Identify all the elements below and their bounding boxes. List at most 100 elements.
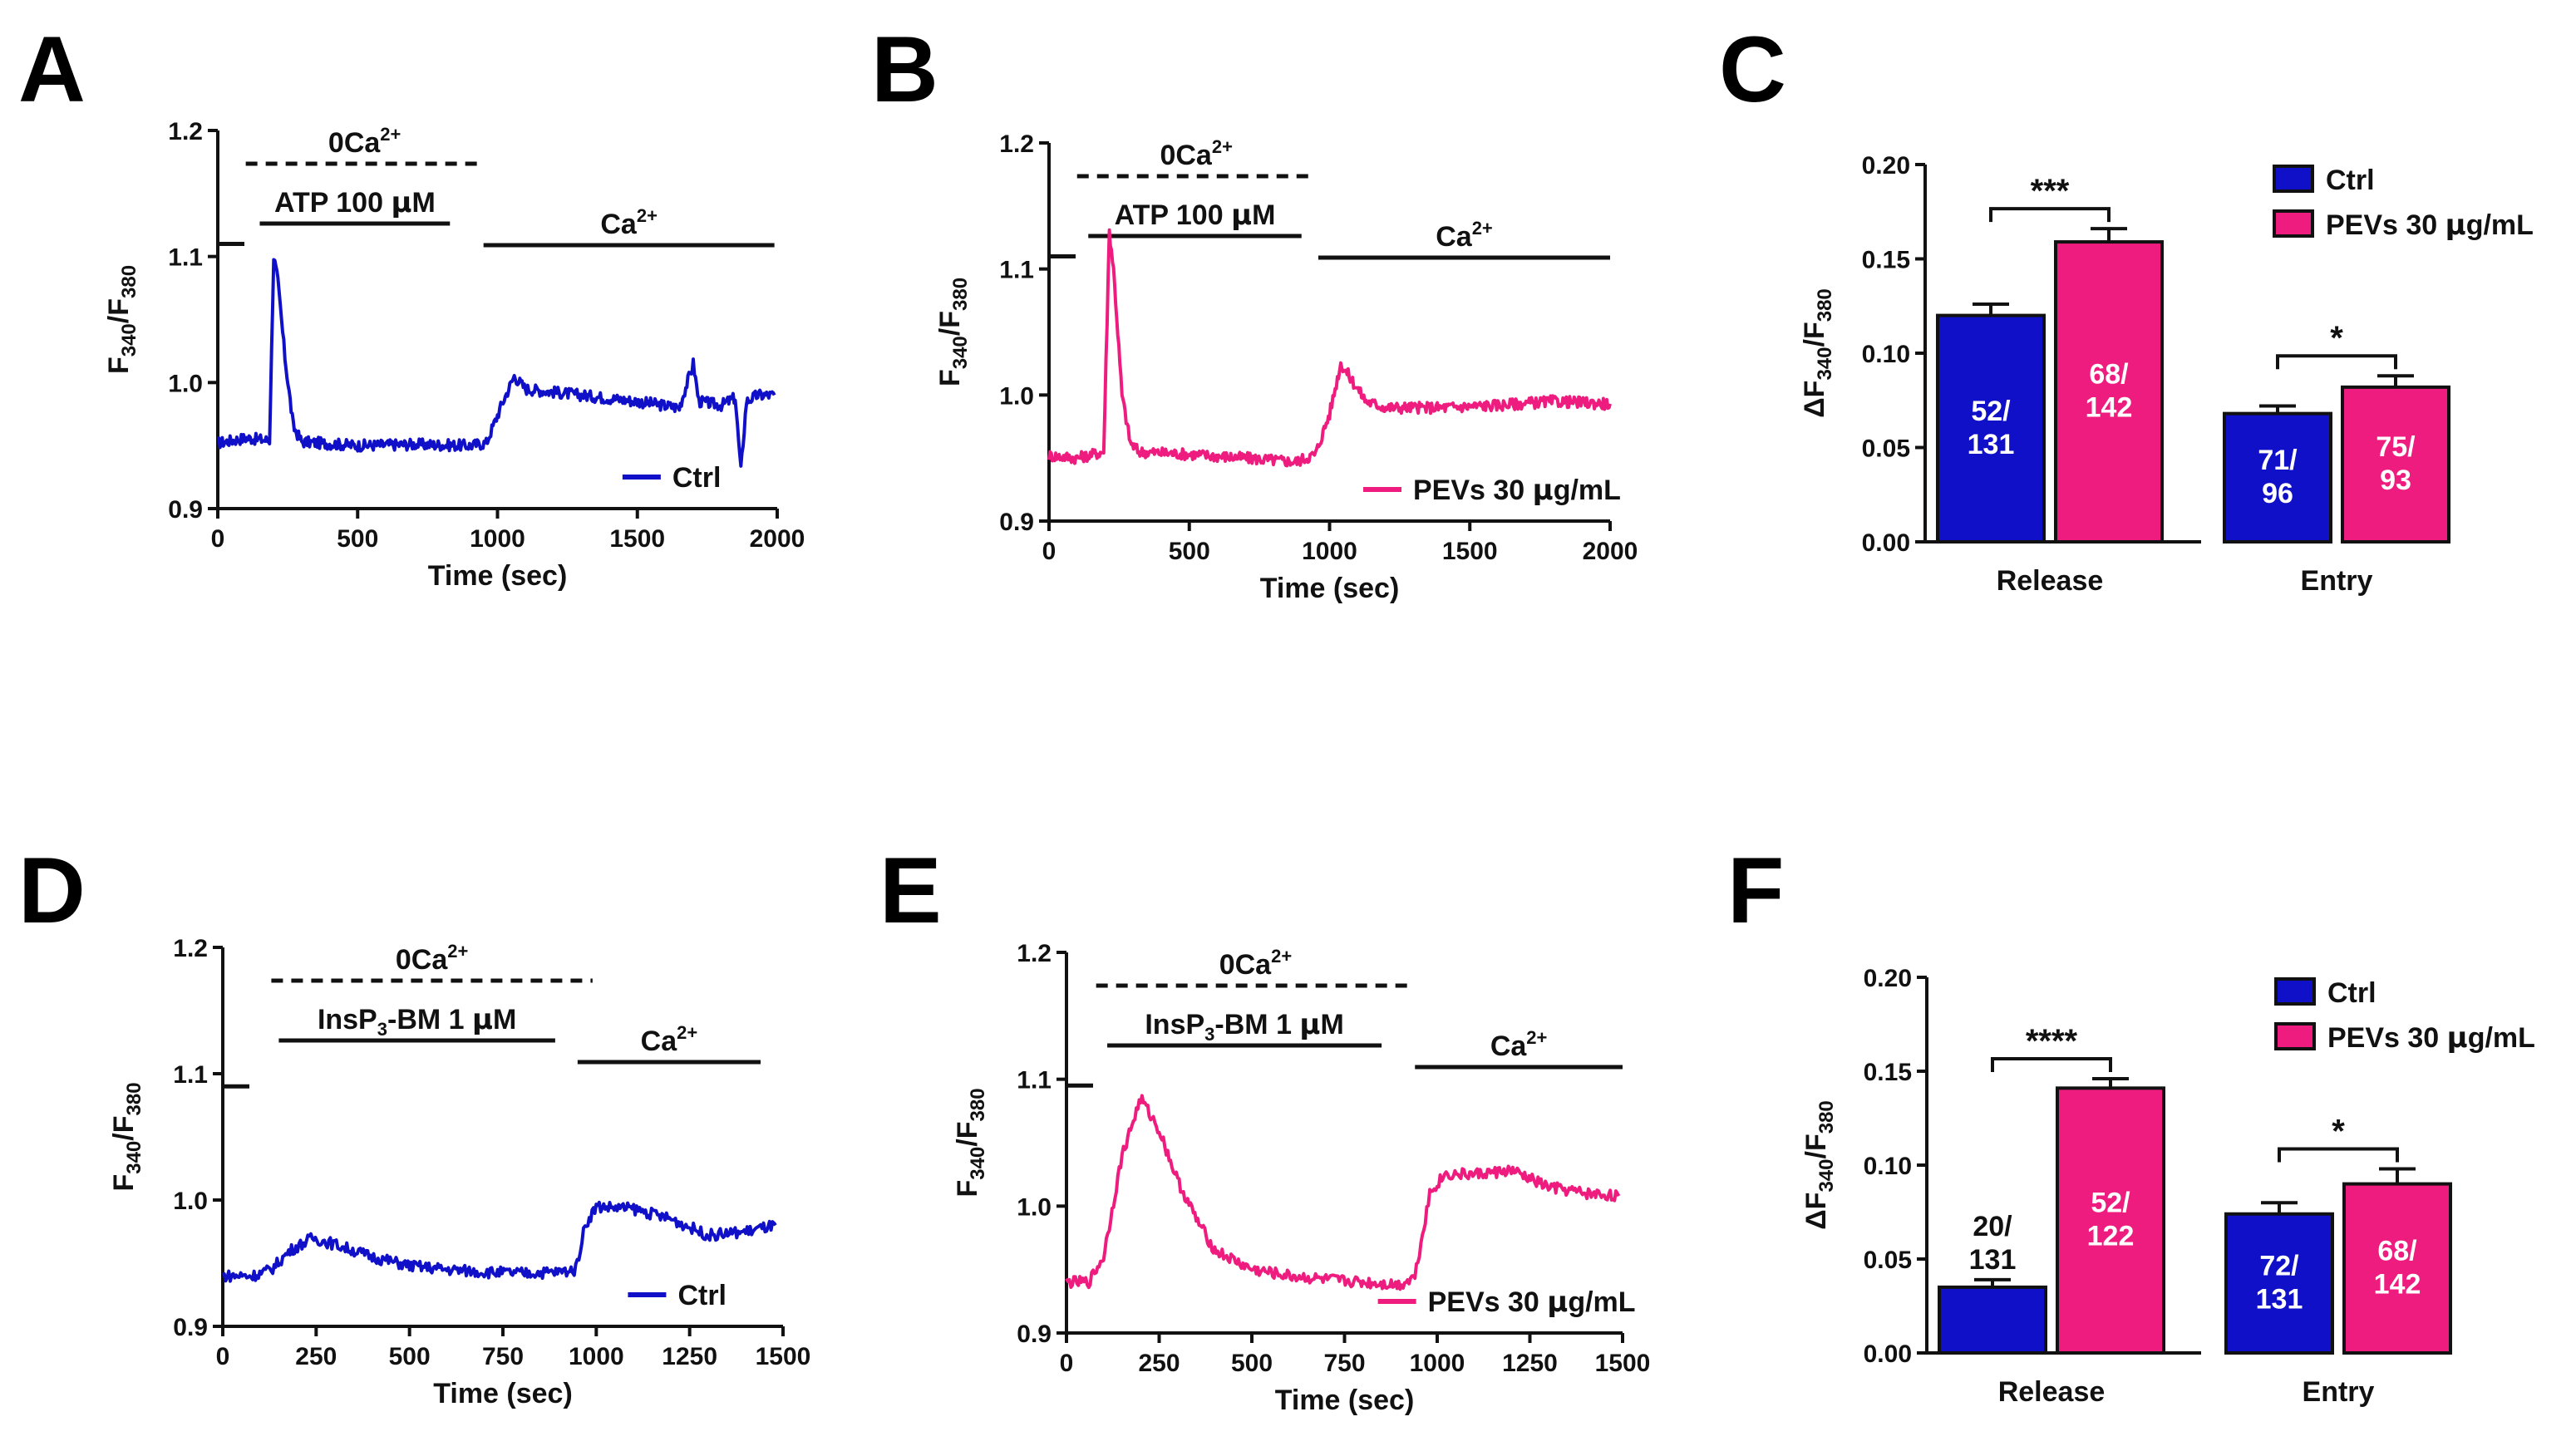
legend-main: Ctrl <box>672 462 722 494</box>
significance-label: * <box>2332 1114 2345 1150</box>
legend-main: PEVs 30 <box>1413 475 1533 506</box>
legend-main: Ctrl <box>677 1280 727 1311</box>
calcium-label: Ca2+ <box>1436 218 1493 253</box>
x-tick-label: 2000 <box>1583 538 1638 565</box>
n-label: 142 <box>2086 392 2133 424</box>
legend-tail: g/mL <box>2466 209 2534 241</box>
mu-symbol: μ <box>1547 1286 1568 1319</box>
significance-label: **** <box>2026 1023 2078 1060</box>
legend-label: PEVs 30 μg/mL <box>2326 209 2534 242</box>
y-label-slash: /F <box>108 1116 140 1141</box>
ann-main: 0Ca <box>1219 949 1272 981</box>
panel-c: C 0.00 0.05 0.10 0.15 0.20 ΔF340/F380 Release 52… <box>1719 17 2534 597</box>
mu-symbol: μ <box>2445 209 2466 242</box>
legend-label: Ctrl <box>677 1280 727 1311</box>
x-tick-label: 0 <box>216 1343 230 1370</box>
y-tick-label: 0.05 <box>1864 1247 1912 1274</box>
y-label-main: F <box>934 369 966 386</box>
panel-a: A 0.9 1.0 1.1 1.2 0 500 1000 1500 2000 Time (sec) F… <box>18 17 805 592</box>
x-tick-label: 2000 <box>750 525 805 553</box>
ann-sup: 2+ <box>677 1022 697 1043</box>
y-tick-label: 1.0 <box>173 1188 208 1215</box>
y-tick-label: 0.20 <box>1862 152 1910 180</box>
zero-calcium-label: 0Ca2+ <box>396 941 468 976</box>
legend-label: Ctrl <box>2326 165 2375 196</box>
ann-sup: 2+ <box>1271 946 1292 967</box>
ann-main: 0Ca <box>328 127 381 159</box>
ann-sup: 2+ <box>447 941 468 962</box>
stimulus-label: InsP3-BM 1 μM <box>318 1003 516 1040</box>
x-tick-label: 1000 <box>470 525 525 553</box>
y-label-sub: 380 <box>1814 288 1836 322</box>
category-label-entry: Entry <box>2303 1376 2375 1408</box>
y-label-sub: 340 <box>118 323 140 357</box>
y-axis-label: ΔF340/F380 <box>1799 288 1836 418</box>
legend-main: PEVs 30 <box>2327 1022 2447 1054</box>
x-tick-label: 500 <box>337 525 378 553</box>
bar-entry-pevs <box>2342 1182 2452 1355</box>
y-label-sub: 380 <box>1815 1100 1838 1134</box>
ann-unit: M <box>411 187 435 219</box>
trace-pevs <box>1065 1094 1621 1291</box>
significance-label: *** <box>2031 173 2070 209</box>
ann-tail: -BM 1 <box>1214 1009 1299 1040</box>
y-tick-label: 0.00 <box>1864 1340 1912 1368</box>
zero-calcium-label: 0Ca2+ <box>1219 946 1292 981</box>
stimulus-label: ATP 100 μM <box>1115 199 1276 232</box>
ann-main: ATP 100 <box>1115 199 1231 231</box>
y-label-sub: 340 <box>949 336 972 369</box>
y-label-slash: /F <box>934 311 966 336</box>
category-label-entry: Entry <box>2301 565 2373 597</box>
n-label: 131 <box>1968 429 2015 460</box>
zero-calcium-label: 0Ca2+ <box>328 124 401 159</box>
x-tick-label: 1500 <box>1442 538 1498 565</box>
panel-d: D 0.9 1.0 1.1 1.2 0 250 500 750 1000 1250 1500 Time … <box>18 839 810 1409</box>
ann-unit: M <box>1252 199 1275 231</box>
panel-e: E 0.9 1.0 1.1 1.2 0 250 500 750 1000 1250 1500 Time … <box>879 839 1650 1416</box>
y-tick-label: 0.10 <box>1864 1153 1912 1180</box>
n-label: 131 <box>1969 1244 2017 1276</box>
y-label-main: F <box>103 357 135 374</box>
y-label-main: ΔF <box>1800 1193 1832 1230</box>
y-axis-label: F340/F380 <box>108 1082 145 1191</box>
y-axis-label: F340/F380 <box>103 265 140 374</box>
y-tick-label: 1.2 <box>1017 940 1052 967</box>
y-label-sub: 380 <box>118 265 140 298</box>
x-tick-label: 250 <box>1138 1350 1180 1377</box>
legend-main: Ctrl <box>2326 165 2375 196</box>
x-tick-label: 750 <box>1323 1350 1365 1377</box>
n-label: 75/ <box>2376 431 2416 463</box>
y-tick-label: 1.0 <box>168 370 203 397</box>
y-tick-label: 1.1 <box>173 1061 208 1089</box>
x-tick-label: 500 <box>1169 538 1210 565</box>
y-axis-label: ΔF340/F380 <box>1800 1100 1838 1230</box>
x-tick-label: 1000 <box>1302 538 1357 565</box>
category-label-release: Release <box>1997 565 2104 597</box>
y-label-sub: 380 <box>967 1088 989 1121</box>
y-tick-label: 1.2 <box>999 130 1034 158</box>
ann-main: ATP 100 <box>274 187 391 219</box>
mu-symbol: μ <box>391 186 411 219</box>
y-label-slash: /F <box>1800 1134 1832 1158</box>
y-tick-label: 0.9 <box>999 509 1034 536</box>
x-tick-label: 750 <box>482 1343 524 1370</box>
panel-b: B 0.9 1.0 1.1 1.2 0 500 1000 1500 2000 Time (sec) F… <box>871 17 1638 604</box>
ann-sup: 2+ <box>1526 1027 1547 1048</box>
legend-swatch <box>2273 165 2314 193</box>
significance-label: * <box>2330 320 2343 357</box>
significance-bracket <box>1989 207 2111 223</box>
x-axis-label: Time (sec) <box>428 560 568 592</box>
n-label: 142 <box>2374 1268 2421 1300</box>
panel-letter: D <box>18 839 86 942</box>
y-label-main: F <box>108 1174 140 1192</box>
y-tick-label: 1.1 <box>168 244 203 272</box>
y-tick-label: 0.05 <box>1862 435 1910 463</box>
ann-main: InsP <box>1145 1009 1204 1040</box>
y-label-sub: 380 <box>949 278 972 311</box>
mu-symbol: μ <box>2447 1021 2468 1055</box>
trace-pevs <box>1047 228 1612 468</box>
x-tick-label: 0 <box>211 525 225 553</box>
bar-entry-ctrl <box>2224 1212 2334 1355</box>
n-label: 93 <box>2380 465 2411 496</box>
mu-symbol: μ <box>1533 474 1554 507</box>
